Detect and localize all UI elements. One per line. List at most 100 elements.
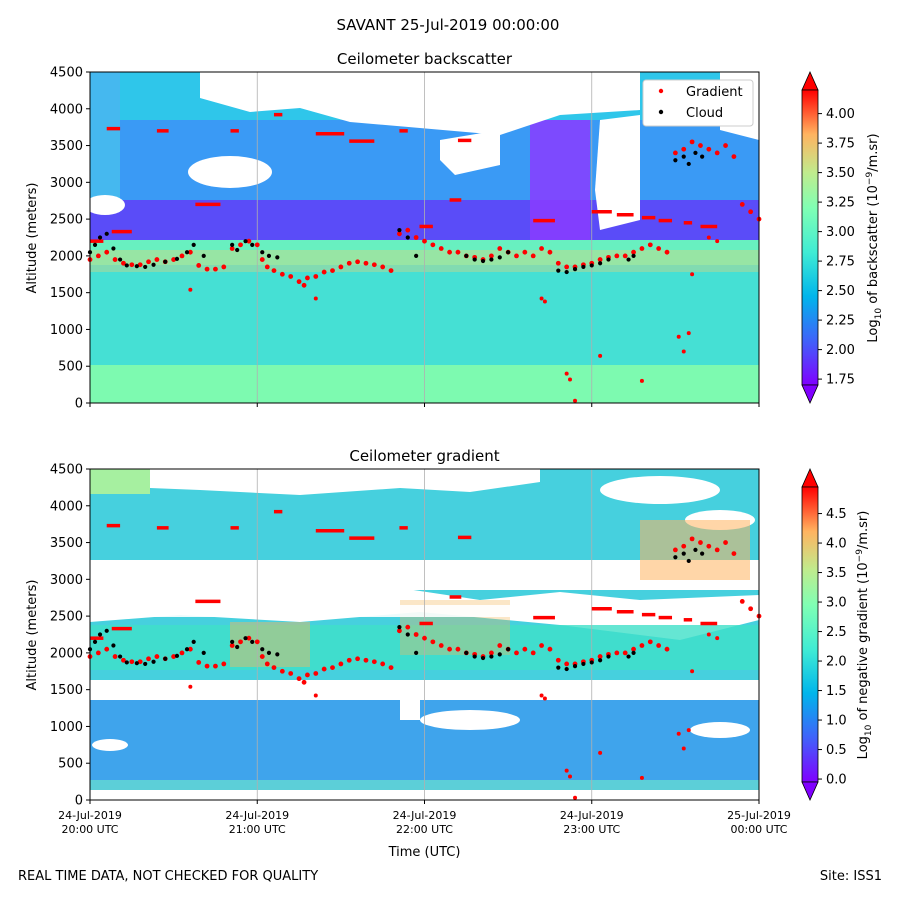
backscatter-ylabel: Altitude (meters) xyxy=(25,183,40,294)
gradient-point xyxy=(187,646,193,652)
gradient-point xyxy=(731,154,737,159)
gradient-point xyxy=(296,279,302,285)
cloud-point xyxy=(163,259,168,264)
cloud-point xyxy=(700,154,705,159)
legend-cloud-marker xyxy=(658,109,664,115)
gradient-point xyxy=(121,657,126,663)
gradient-point xyxy=(689,536,695,542)
legend-gradient-marker xyxy=(658,88,664,94)
gradient-point xyxy=(254,242,260,248)
gradient-scatter-point xyxy=(568,377,573,382)
gradient-point xyxy=(714,150,720,156)
cloud-point xyxy=(275,255,280,260)
y-tick-label: 0 xyxy=(75,397,83,412)
gradient-point xyxy=(430,639,436,645)
cloud-point xyxy=(686,161,691,167)
cloud-point xyxy=(118,654,123,659)
colorbar-tick-label: 2.25 xyxy=(826,314,855,329)
gradient-scatter-point xyxy=(564,768,569,773)
gradient-point xyxy=(313,274,319,279)
gradient-point xyxy=(288,274,294,279)
cloud-point xyxy=(111,643,116,648)
gradient-point xyxy=(681,543,687,549)
gradient-y-axis: 0 500 1000 1500 2000 2500 3000 3500 4000 4500 xyxy=(50,463,90,809)
y-tick-label: 1000 xyxy=(50,720,83,735)
gradient-point xyxy=(723,143,728,148)
cloud-point xyxy=(134,661,139,666)
cloud-point xyxy=(111,246,116,251)
x-tick-label: 21:00 UTC xyxy=(229,823,286,836)
cloud-point xyxy=(266,650,272,655)
backscatter-x-axis-ticks xyxy=(89,403,760,407)
gradient-colorbar-body xyxy=(801,486,819,783)
gradient-point xyxy=(422,238,427,244)
gradient-gradient-markers xyxy=(87,536,762,685)
gradient-point xyxy=(95,253,101,259)
backscatter-title: Ceilometer backscatter xyxy=(337,50,513,68)
gradient-upper-layer-segments xyxy=(90,509,718,640)
gradient-xlabel: Time (UTC) xyxy=(388,845,461,860)
y-tick-label: 2500 xyxy=(50,213,83,228)
gradient-point xyxy=(321,269,327,275)
backscatter-colorbar-label: Log10 of backscatter (10−9/m.sr) xyxy=(865,133,884,342)
cloud-point xyxy=(124,263,129,268)
cloud-point xyxy=(243,239,248,244)
gradient-point xyxy=(355,656,360,662)
cloud-point xyxy=(397,625,402,630)
gradient-point xyxy=(564,264,570,270)
cloud-point xyxy=(260,647,265,652)
gradient-point xyxy=(748,209,754,215)
gradient-title: Ceilometer gradient xyxy=(349,447,499,465)
colorbar-tick-label: 4.5 xyxy=(826,507,847,522)
y-tick-label: 4500 xyxy=(50,66,83,81)
cloud-point xyxy=(174,653,180,658)
cloud-point xyxy=(506,647,511,652)
gradient-point xyxy=(146,656,151,662)
gradient-point xyxy=(405,227,411,233)
gradient-point xyxy=(539,643,544,648)
gradient-point xyxy=(196,660,202,665)
gradient-scatter-point xyxy=(706,632,711,637)
cloud-point xyxy=(184,250,190,255)
gradient-point xyxy=(639,246,645,251)
gradient-scatter-point xyxy=(686,728,691,733)
gradient-point xyxy=(279,271,285,277)
gradient-point xyxy=(171,257,177,262)
gradient-point xyxy=(430,242,436,248)
gradient-scatter-point xyxy=(313,693,318,698)
gradient-point xyxy=(422,635,427,641)
gradient-scatter-point xyxy=(188,287,193,292)
backscatter-colorbar-label-suffix: /m.sr) xyxy=(866,133,881,171)
x-tick-label: 24-Jul-2019 xyxy=(58,809,122,822)
gradient-point xyxy=(714,547,720,553)
gradient-point xyxy=(656,246,662,251)
cloud-point xyxy=(497,652,502,657)
gradient-point xyxy=(288,671,294,676)
cloud-point xyxy=(266,253,272,258)
cloud-point xyxy=(489,257,494,262)
backscatter-colorbar-top-extend xyxy=(801,71,819,91)
colorbar-tick-label: 3.75 xyxy=(826,137,855,152)
gradient-point xyxy=(547,249,553,255)
gradient-scatter-point xyxy=(639,378,644,383)
cloud-point xyxy=(556,665,561,670)
colorbar-tick-label: 3.5 xyxy=(826,566,847,581)
cloud-point xyxy=(414,650,419,655)
y-tick-label: 500 xyxy=(58,360,83,375)
gradient-point xyxy=(555,260,561,266)
gradient-panel: Ceilometer gradient xyxy=(25,447,874,860)
colorbar-tick-label: 3.25 xyxy=(826,196,855,211)
gradient-point xyxy=(748,606,754,612)
gradient-scatter-point xyxy=(690,272,695,277)
cloud-point xyxy=(250,242,255,247)
gradient-point xyxy=(112,257,118,262)
gradient-point xyxy=(447,249,452,255)
x-tick-label: 23:00 UTC xyxy=(563,823,620,836)
gradient-point xyxy=(330,268,335,273)
y-tick-label: 2000 xyxy=(50,646,83,661)
colorbar-tick-label: 2.00 xyxy=(826,343,855,358)
backscatter-y-axis: 0 500 1000 1500 2000 2500 3000 3500 4000 4500 xyxy=(50,66,90,412)
gradient-colorbar-label-suffix: /m.sr) xyxy=(856,511,871,549)
gradient-point xyxy=(664,249,670,255)
